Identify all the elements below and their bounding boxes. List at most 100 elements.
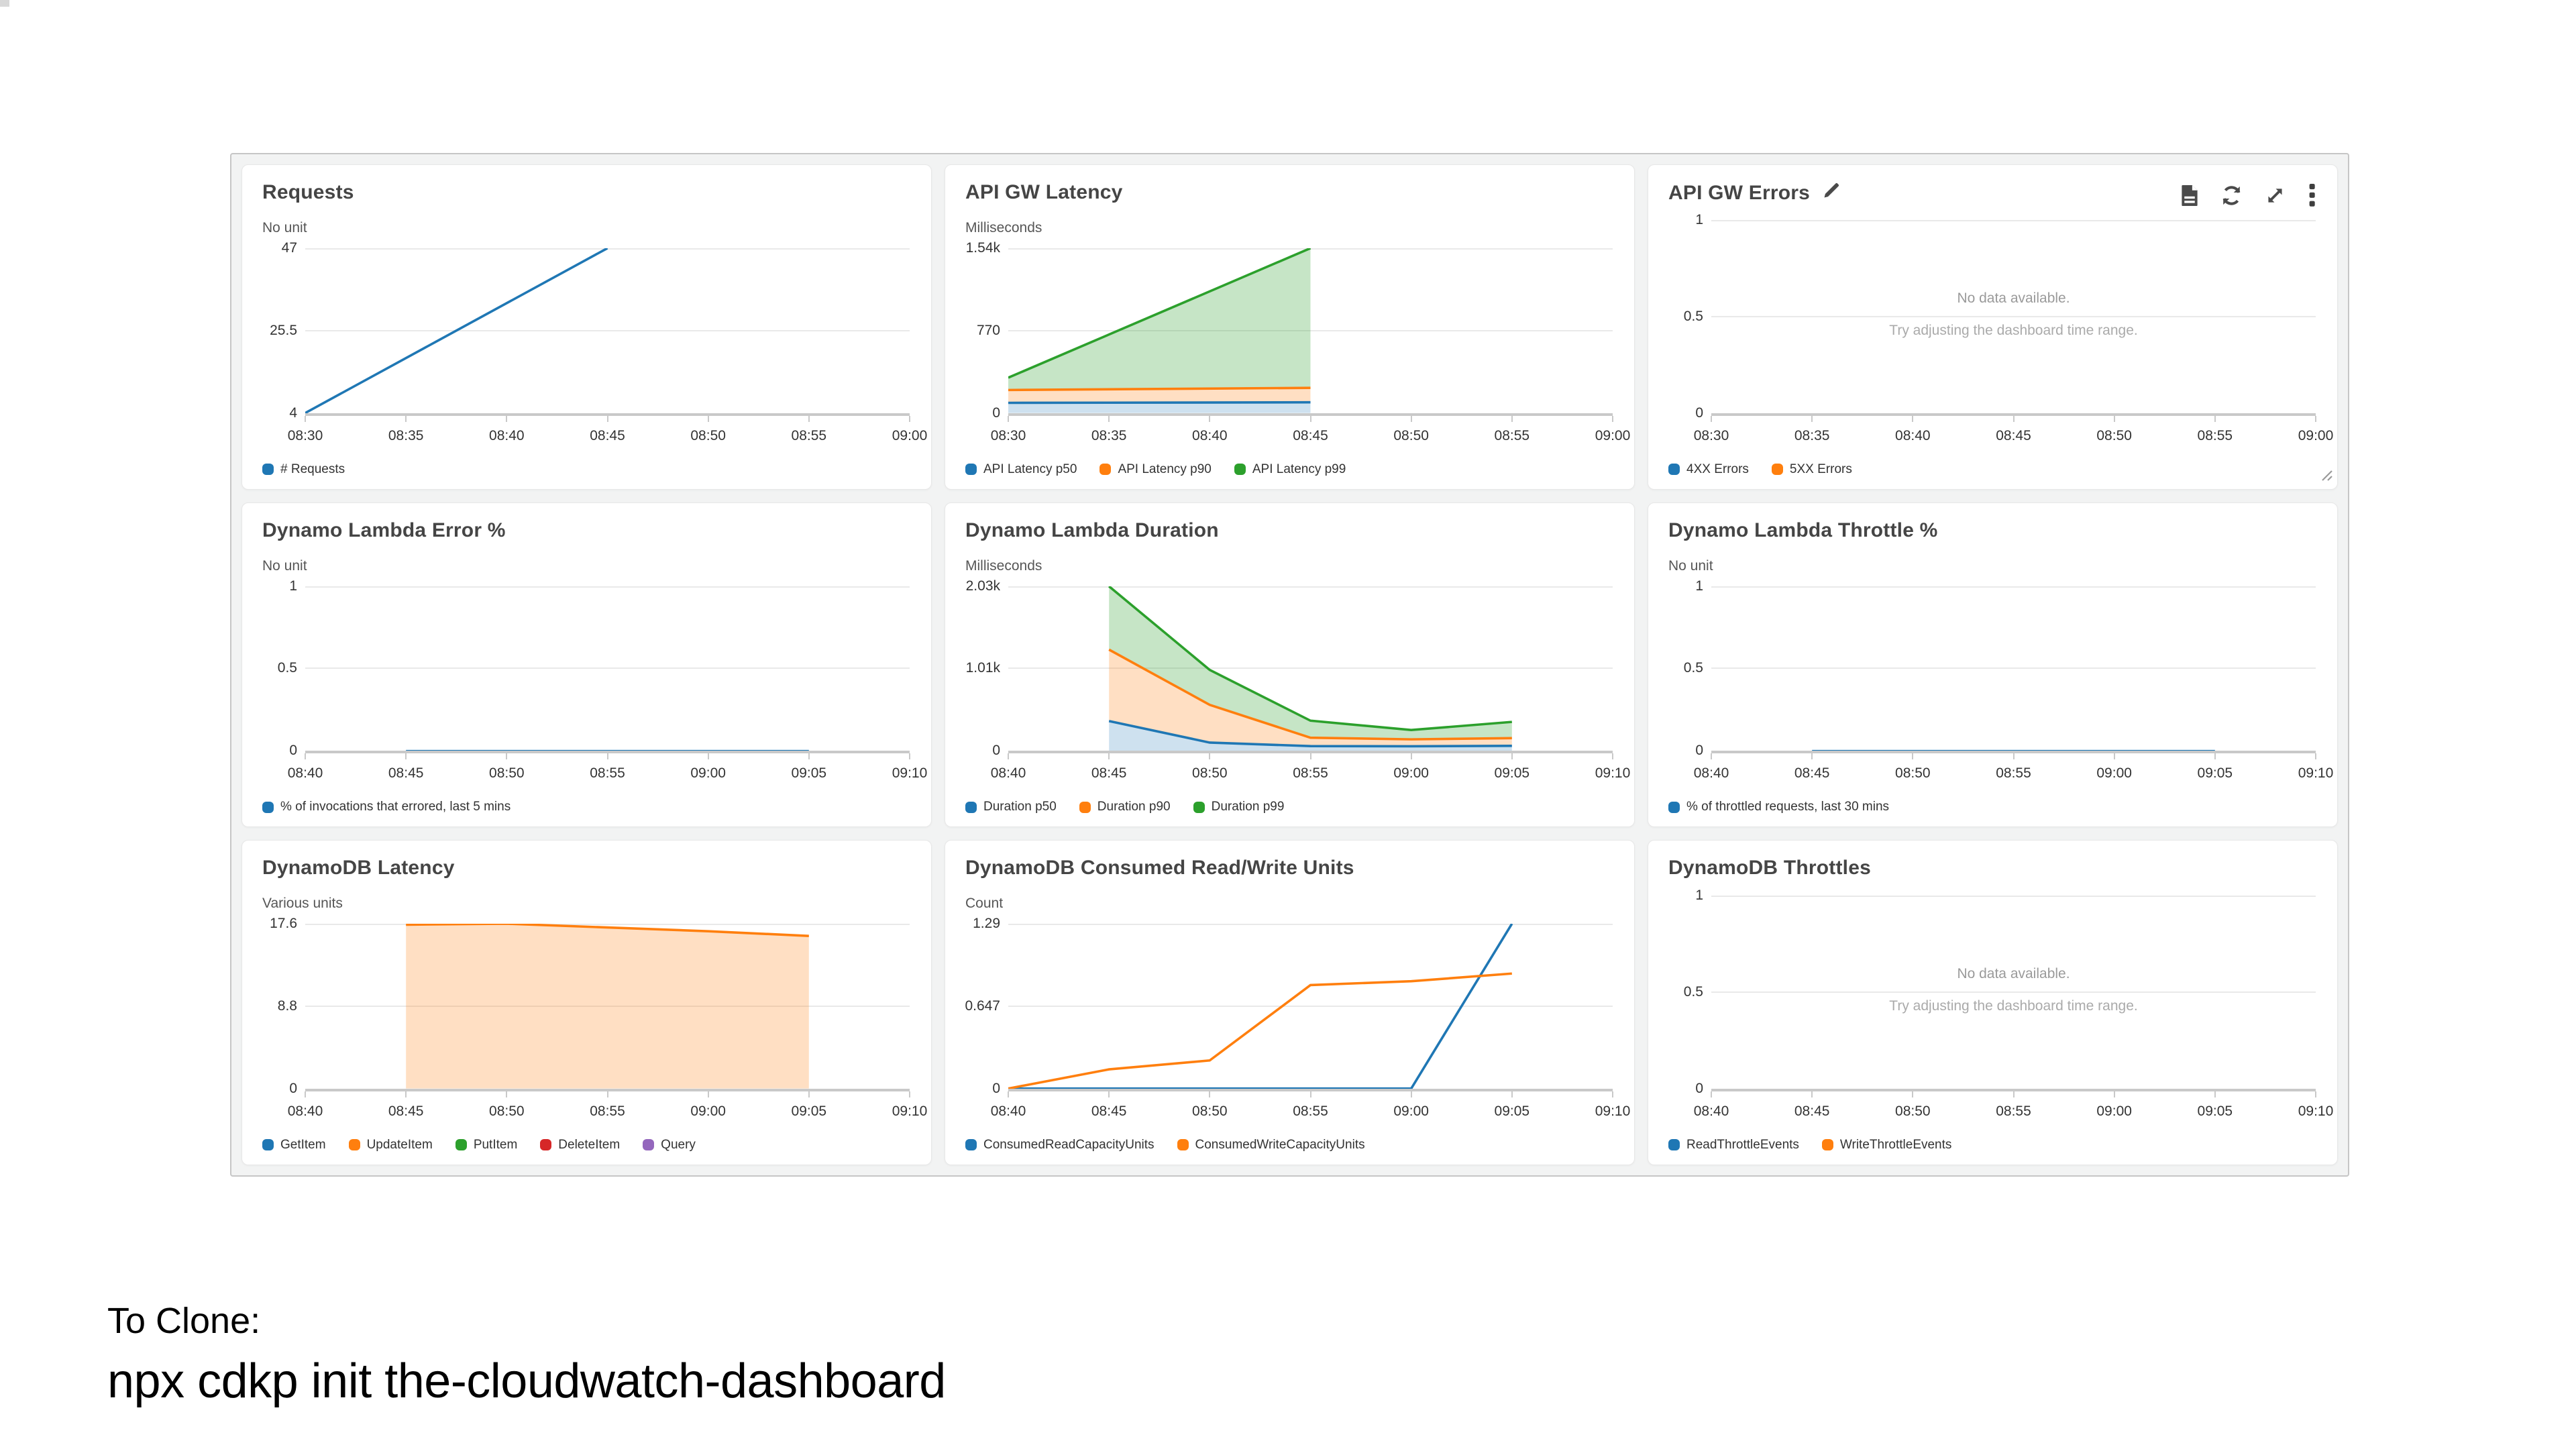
x-axis-tick-label: 08:50 <box>1895 1103 1931 1119</box>
chart-plot-area[interactable]: 1 0.5 0 <box>1684 578 2316 758</box>
x-axis-tick <box>1309 415 1311 422</box>
chart-plot-area[interactable]: 1.29 0.647 0 <box>965 916 1613 1096</box>
gridline-mid <box>1711 667 2316 669</box>
y-axis-tick-label: 25.5 <box>270 322 297 338</box>
x-axis-tick-label: 08:55 <box>1293 1103 1328 1119</box>
panel-title[interactable]: DynamoDB Latency <box>262 857 455 879</box>
no-data-line1: No data available. <box>1957 290 2070 306</box>
legend-item[interactable]: ConsumedReadCapacityUnits <box>965 1138 1155 1152</box>
x-axis-tick <box>1410 415 1412 422</box>
chart-plot-area[interactable]: 47 25.5 4 <box>270 240 910 421</box>
chart-plot-area[interactable]: 1 0.5 0 No data available. Try adjusting the… <box>1684 888 2316 1096</box>
legend-item[interactable]: Duration p50 <box>965 800 1057 814</box>
chart-plot-area[interactable]: 1 0.5 0 No data available. Try adjusting the… <box>1684 212 2316 421</box>
chart-canvas <box>1711 220 2316 413</box>
legend-label: UpdateItem <box>366 1137 433 1152</box>
expand-icon[interactable] <box>2265 185 2286 206</box>
x-axis-tick <box>1108 1091 1110 1097</box>
y-axis-tick-label: 1 <box>1695 888 1703 904</box>
legend-item[interactable]: 5XX Errors <box>1771 462 1852 477</box>
panel-header: DynamoDB Latency <box>262 857 911 882</box>
panel-title[interactable]: Dynamo Lambda Throttle % <box>1668 519 1938 542</box>
x-axis-tick-label: 08:40 <box>287 1103 323 1119</box>
legend-item[interactable]: GetItem <box>262 1138 326 1152</box>
legend-item[interactable]: ReadThrottleEvents <box>1668 1138 1799 1152</box>
panel-title[interactable]: DynamoDB Consumed Read/Write Units <box>965 857 1354 879</box>
gridline-mid <box>305 667 910 669</box>
legend-label: ReadThrottleEvents <box>1686 1137 1799 1152</box>
x-axis-tick <box>2113 415 2115 422</box>
panel-title[interactable]: Dynamo Lambda Error % <box>262 519 506 542</box>
legend-item[interactable]: DeleteItem <box>540 1138 620 1152</box>
x-axis-tick <box>909 753 910 760</box>
panel-title[interactable]: Dynamo Lambda Duration <box>965 519 1219 542</box>
gridline-mid <box>1008 329 1613 331</box>
series-area-orange <box>1008 388 1311 403</box>
x-axis-tick-label: 09:00 <box>1393 1103 1429 1119</box>
y-axis-tick-label: 1 <box>1695 212 1703 227</box>
legend-item[interactable]: % of throttled requests, last 30 mins <box>1668 800 1889 814</box>
x-axis-tick <box>1209 1091 1211 1097</box>
legend-item[interactable]: Duration p90 <box>1079 800 1171 814</box>
x-axis-tick-label: 08:40 <box>1895 427 1931 443</box>
panel-title-text: Requests <box>262 181 354 203</box>
x-axis-tick <box>707 753 709 760</box>
x-axis-labels: 08:30 08:35 08:40 08:45 08:50 08:55 09:00 <box>1694 427 2334 446</box>
y-axis-tick-label: 0 <box>289 1080 297 1096</box>
chart-canvas <box>305 924 910 1089</box>
resize-handle-icon[interactable] <box>2316 465 2332 484</box>
x-axis-tick-label: 08:50 <box>1895 765 1931 782</box>
x-axis-tick <box>1912 415 1914 422</box>
x-axis-tick-label: 08:40 <box>1693 1103 1729 1119</box>
panel-title[interactable]: API GW Errors <box>1668 181 1841 205</box>
refresh-icon[interactable] <box>2221 185 2242 206</box>
axis-unit-label: No unit <box>1668 557 1713 574</box>
pencil-icon[interactable] <box>1822 181 1841 205</box>
x-axis-tick <box>1811 1091 1813 1097</box>
chart-plot-area[interactable]: 1 0.5 0 <box>278 578 910 758</box>
legend-swatch-orange <box>348 1139 360 1151</box>
x-axis-tick <box>1711 753 1712 760</box>
legend-item[interactable]: UpdateItem <box>348 1137 433 1152</box>
kebab-menu-icon[interactable] <box>2308 184 2316 207</box>
legend-item[interactable]: WriteThrottleEvents <box>1821 1138 1951 1152</box>
x-axis-tick-label: 09:00 <box>1393 765 1429 782</box>
x-axis-tick <box>1008 415 1009 422</box>
gridline-mid <box>305 1006 910 1008</box>
panel-actions <box>2181 184 2316 207</box>
caption-to-clone: To Clone: <box>107 1301 261 1341</box>
chart-plot-area[interactable]: 17.6 8.8 0 <box>270 916 910 1096</box>
legend-item[interactable]: API Latency p99 <box>1234 462 1346 477</box>
series-line-orange <box>1008 388 1311 390</box>
gridline-top <box>1008 924 1613 926</box>
x-axis-tick-label: 09:00 <box>690 1103 726 1119</box>
y-axis-tick-label: 0 <box>1695 743 1703 759</box>
panel-title[interactable]: Requests <box>262 181 354 204</box>
panel-title[interactable]: API GW Latency <box>965 181 1123 204</box>
legend-item[interactable]: 4XX Errors <box>1668 462 1749 477</box>
logs-icon[interactable] <box>2181 184 2198 206</box>
panel-header: Dynamo Lambda Throttle % <box>1668 519 2317 545</box>
legend-item[interactable]: PutItem <box>455 1138 517 1152</box>
series-area-orange <box>1109 649 1512 747</box>
legend-item[interactable]: Query <box>643 1138 696 1152</box>
chart-plot-area[interactable]: 1.54k 770 0 <box>966 240 1613 421</box>
x-axis-tick <box>2315 753 2316 760</box>
legend-item[interactable]: Duration p99 <box>1193 800 1284 814</box>
legend-item[interactable]: # Requests <box>262 462 345 477</box>
panel-title[interactable]: DynamoDB Throttles <box>1668 857 1871 879</box>
x-axis-tick-label: 08:45 <box>388 765 424 782</box>
x-axis-labels: 08:40 08:45 08:50 08:55 09:00 09:05 09:10 <box>991 1103 1631 1122</box>
chart-plot-area[interactable]: 2.03k 1.01k 0 <box>966 578 1613 758</box>
x-axis-tick-label: 08:55 <box>791 427 827 443</box>
series-line-green <box>1109 586 1512 730</box>
legend-item[interactable]: % of invocations that errored, last 5 mi… <box>262 800 511 814</box>
panel-header: Dynamo Lambda Error % <box>262 519 911 545</box>
legend-item[interactable]: API Latency p90 <box>1099 462 1212 477</box>
gridline-top <box>1008 586 1613 588</box>
x-axis-tick <box>305 415 306 422</box>
x-axis-tick-label: 08:40 <box>990 765 1026 782</box>
legend-swatch-purple <box>643 1139 655 1151</box>
legend-item[interactable]: ConsumedWriteCapacityUnits <box>1177 1138 1365 1152</box>
legend-item[interactable]: API Latency p50 <box>965 462 1077 477</box>
